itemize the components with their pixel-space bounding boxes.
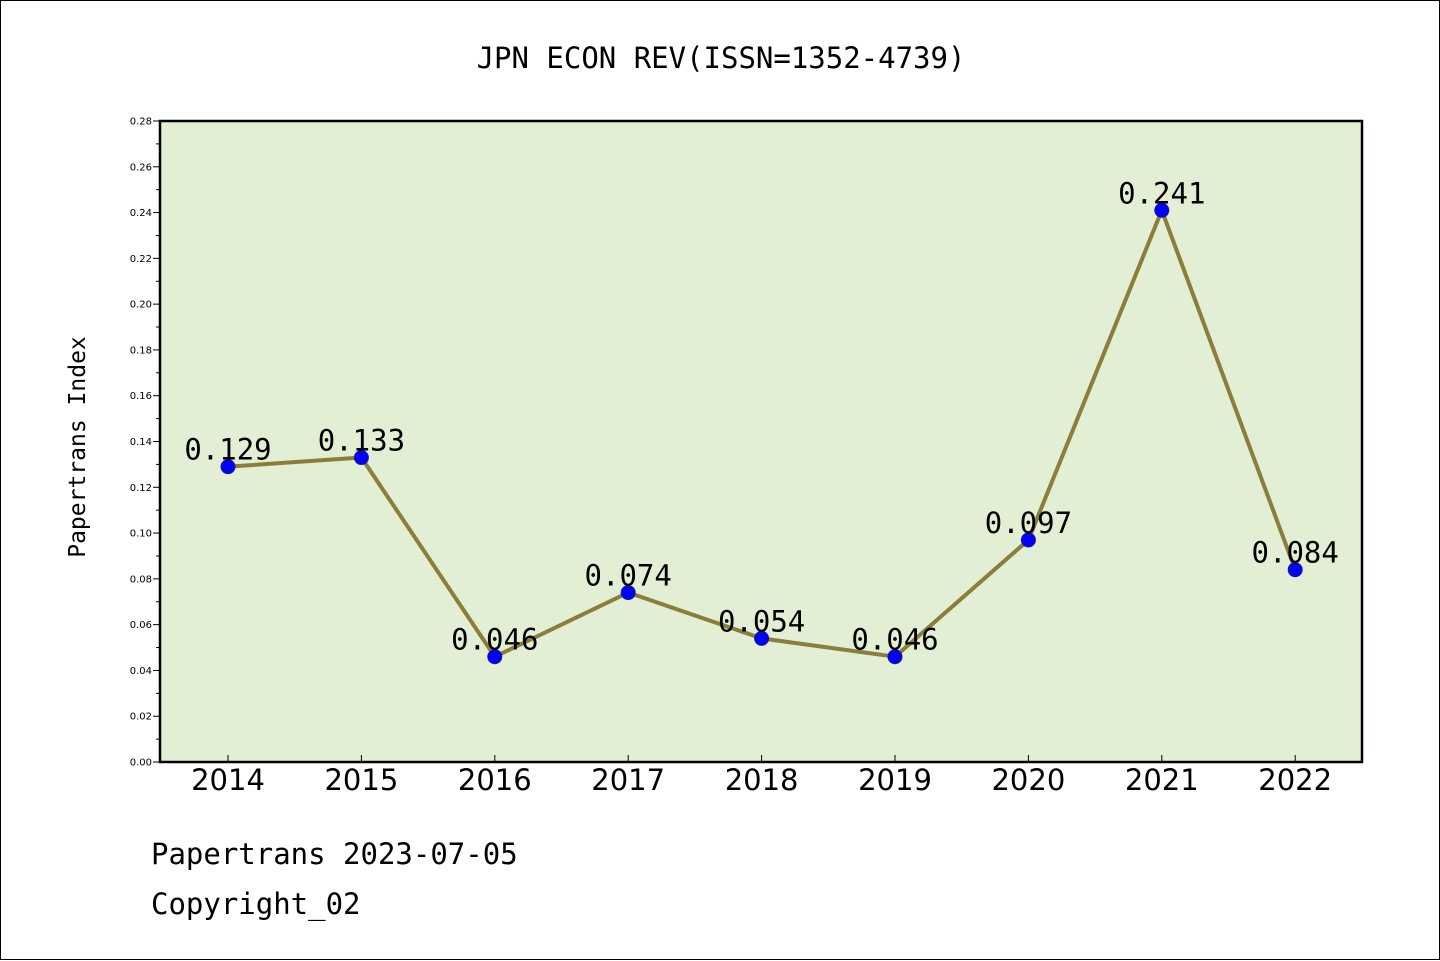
data-point-marker xyxy=(754,630,770,646)
y-tick-label: 0.14 xyxy=(130,437,152,448)
data-point-marker xyxy=(487,649,503,665)
y-tick-label: 0.08 xyxy=(130,574,152,585)
y-tick-label: 0.20 xyxy=(130,300,152,311)
y-tick-label: 0.18 xyxy=(130,345,152,356)
y-tick-label: 0.04 xyxy=(130,666,152,677)
footer-copyright: Copyright_02 xyxy=(151,887,361,921)
x-ticks: 2014 2015 2016 2017 2018 2019 2020 2021 2022 xyxy=(191,755,1332,797)
y-axis-label: Papertrans Index xyxy=(65,336,91,558)
x-tick-label: 2014 xyxy=(191,763,265,797)
chart-title: JPN ECON REV(ISSN=1352-4739) xyxy=(477,41,966,75)
x-tick-label: 2020 xyxy=(991,763,1065,797)
series-markers xyxy=(220,202,1303,665)
data-labels: 0.129 0.133 0.046 0.074 0.054 0.046 0.097 0.241… xyxy=(184,176,1339,656)
data-label: 0.074 xyxy=(585,559,672,593)
plot-area xyxy=(160,121,1362,762)
data-point-marker xyxy=(1154,202,1170,218)
data-label: 0.241 xyxy=(1118,176,1205,210)
data-point-marker xyxy=(620,585,636,601)
data-point-marker xyxy=(1020,532,1036,548)
x-tick-label: 2016 xyxy=(458,763,532,797)
data-label: 0.097 xyxy=(985,506,1072,540)
data-point-marker xyxy=(1287,562,1303,578)
x-tick-label: 2018 xyxy=(725,763,799,797)
y-tick-label: 0.00 xyxy=(130,758,152,769)
data-label: 0.129 xyxy=(184,433,271,467)
x-tick-label: 2019 xyxy=(858,763,932,797)
y-tick-label: 0.06 xyxy=(130,620,152,631)
y-ticks: 0.00 0.02 0.04 0.06 0.08 0.10 0.12 0.14 0.16 0.18… xyxy=(130,117,160,769)
data-label: 0.046 xyxy=(851,623,938,657)
x-tick-label: 2017 xyxy=(591,763,665,797)
data-label: 0.046 xyxy=(451,623,538,657)
y-tick-label: 0.12 xyxy=(130,483,152,494)
y-tick-label: 0.26 xyxy=(130,162,152,173)
y-tick-label: 0.02 xyxy=(130,712,152,723)
y-tick-label: 0.16 xyxy=(130,391,152,402)
y-tick-label: 0.28 xyxy=(130,117,152,128)
x-tick-label: 2015 xyxy=(324,763,398,797)
x-tick-label: 2022 xyxy=(1258,763,1332,797)
y-tick-label: 0.10 xyxy=(130,529,152,540)
x-tick-label: 2021 xyxy=(1125,763,1199,797)
data-point-marker xyxy=(353,450,369,466)
data-label: 0.133 xyxy=(318,424,405,458)
plot-border xyxy=(158,119,1364,764)
y-tick-label: 0.24 xyxy=(130,208,152,219)
footer-date: Papertrans 2023-07-05 xyxy=(151,837,518,871)
data-point-marker xyxy=(220,459,236,475)
y-tick-label: 0.22 xyxy=(130,254,152,265)
data-point-marker xyxy=(887,649,903,665)
data-label: 0.084 xyxy=(1252,536,1339,570)
data-label: 0.054 xyxy=(718,604,805,638)
